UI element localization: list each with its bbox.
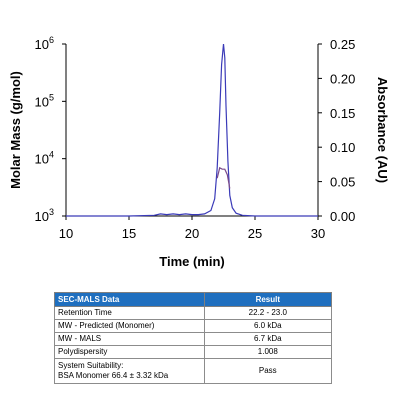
row-label-line: BSA Monomer 66.4 ± 3.32 kDa: [58, 371, 169, 380]
x-tick-label: 10: [59, 226, 73, 241]
y-left-tick-label: 106: [35, 35, 54, 52]
table-header-row: SEC-MALS Data Result: [54, 292, 333, 307]
row-value: 1.008: [203, 345, 333, 359]
y-left-tick-label: 104: [35, 150, 54, 167]
y-right-tick-label: 0.00: [330, 209, 355, 224]
y-right-tick-label: 0.10: [330, 140, 355, 155]
y-right-tick-label: 0.20: [330, 71, 355, 86]
table-row: MW - MALS 6.7 kDa: [54, 332, 333, 346]
x-axis-label: Time (min): [159, 254, 225, 269]
row-value: 22.2 - 23.0: [203, 306, 333, 320]
axes: 10 15 20 25 30 103 104 105 106 0.00 0.05 0.10 0.15 0.…: [35, 35, 356, 241]
table-row: System Suitability: BSA Monomer 66.4 ± 3…: [54, 358, 333, 384]
y-right-tick-label: 0.15: [330, 106, 355, 121]
row-value: Pass: [203, 358, 333, 384]
sec-mals-chart: 10 15 20 25 30 103 104 105 106 0.00 0.05 0.10 0.15 0.…: [8, 35, 390, 269]
row-value: 6.0 kDa: [203, 319, 333, 333]
table-row: MW - Predicted (Monomer) 6.0 kDa: [54, 319, 333, 333]
row-label: MW - Predicted (Monomer): [54, 319, 205, 333]
table-row: Retention Time 22.2 - 23.0: [54, 306, 333, 320]
y-right-tick-label: 0.05: [330, 175, 355, 190]
y-right-tick-label: 0.25: [330, 37, 355, 52]
x-tick-label: 20: [185, 226, 199, 241]
series-line: [216, 166, 231, 189]
x-tick-label: 25: [248, 226, 262, 241]
table-header-label: SEC-MALS Data: [54, 292, 205, 307]
y-left-tick-label: 105: [35, 92, 54, 109]
series-group: [66, 43, 318, 217]
row-label: MW - MALS: [54, 332, 205, 346]
y-axis-right-label: Absorbance (AU): [375, 77, 390, 183]
row-label: Retention Time: [54, 306, 205, 320]
x-tick-label: 30: [311, 226, 325, 241]
series-line: [66, 43, 318, 217]
sec-mals-table: SEC-MALS Data Result Retention Time 22.2…: [54, 292, 333, 384]
y-left-tick-label: 103: [35, 207, 54, 224]
row-label: System Suitability: BSA Monomer 66.4 ± 3…: [54, 358, 205, 384]
table-header-result: Result: [203, 292, 333, 307]
row-value: 6.7 kDa: [203, 332, 333, 346]
y-axis-left-label: Molar Mass (g/mol): [8, 71, 23, 189]
row-label: Polydispersity: [54, 345, 205, 359]
table-row: Polydispersity 1.008: [54, 345, 333, 359]
x-tick-label: 15: [122, 226, 136, 241]
row-label-line: System Suitability:: [58, 361, 124, 370]
